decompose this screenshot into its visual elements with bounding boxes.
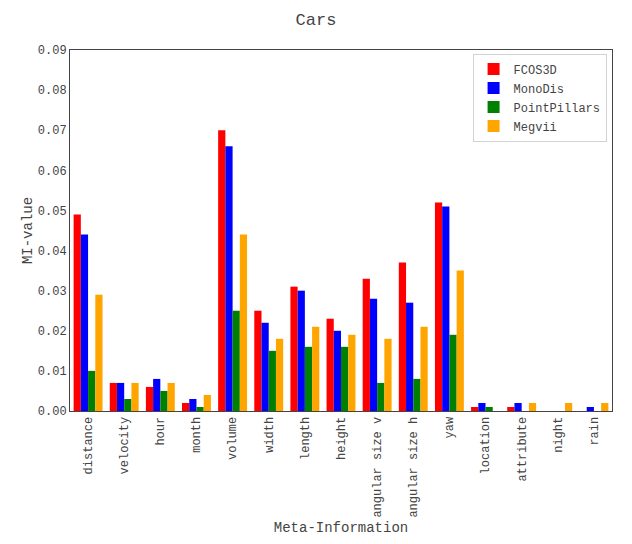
svg-text:rain: rain <box>588 417 602 446</box>
svg-text:0.04: 0.04 <box>38 245 67 259</box>
svg-text:angular size v: angular size v <box>371 417 385 518</box>
svg-text:location: location <box>479 417 493 475</box>
svg-text:month: month <box>190 417 204 453</box>
svg-text:velocity: velocity <box>118 417 132 475</box>
svg-text:volume: volume <box>227 417 241 460</box>
svg-text:0.02: 0.02 <box>38 325 67 339</box>
svg-text:FCOS3D: FCOS3D <box>514 64 557 78</box>
svg-text:hour: hour <box>154 417 168 446</box>
svg-text:attribute: attribute <box>516 417 530 482</box>
svg-text:night: night <box>552 417 566 453</box>
svg-text:width: width <box>263 417 277 453</box>
svg-text:Cars: Cars <box>296 11 337 30</box>
svg-text:0.06: 0.06 <box>38 165 67 179</box>
svg-text:length: length <box>299 417 313 460</box>
svg-text:height: height <box>335 417 349 460</box>
svg-text:MI-value: MI-value <box>20 197 36 264</box>
svg-text:0.09: 0.09 <box>38 44 67 58</box>
svg-text:PointPillars: PointPillars <box>514 102 600 116</box>
svg-text:Meta-Information: Meta-Information <box>274 520 408 536</box>
svg-text:angular size h: angular size h <box>407 417 421 518</box>
svg-text:0.07: 0.07 <box>38 124 67 138</box>
svg-text:0.05: 0.05 <box>38 205 67 219</box>
svg-text:0.08: 0.08 <box>38 84 67 98</box>
svg-text:0.00: 0.00 <box>38 405 67 419</box>
svg-text:Megvii: Megvii <box>514 121 557 135</box>
svg-text:distance: distance <box>82 417 96 475</box>
svg-text:MonoDis: MonoDis <box>514 83 564 97</box>
svg-text:yaw: yaw <box>443 416 457 438</box>
svg-text:0.03: 0.03 <box>38 285 67 299</box>
svg-text:0.01: 0.01 <box>38 365 67 379</box>
